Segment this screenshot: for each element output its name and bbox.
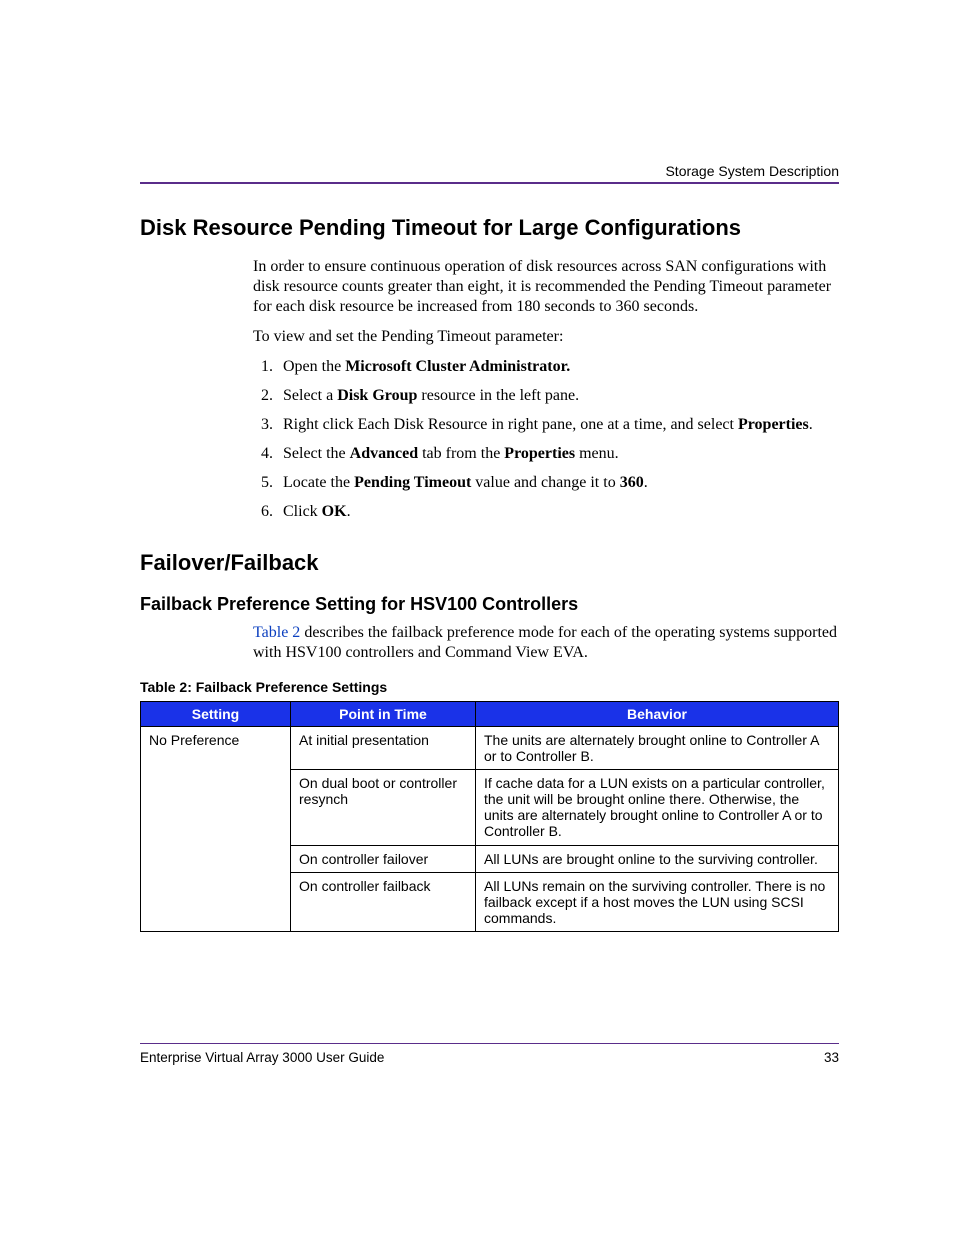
col-behavior: Behavior bbox=[476, 702, 839, 727]
failback-preference-table: Setting Point in Time Behavior No Prefer… bbox=[140, 701, 839, 932]
page-number: 33 bbox=[824, 1050, 839, 1065]
table-caption: Table 2: Failback Preference Settings bbox=[140, 679, 839, 695]
footer: Enterprise Virtual Array 3000 User Guide… bbox=[140, 1050, 839, 1065]
intro-paragraph: In order to ensure continuous operation … bbox=[253, 257, 839, 317]
step-4: Select the Advanced tab from the Propert… bbox=[277, 444, 839, 464]
col-setting: Setting bbox=[141, 702, 291, 727]
cell-behavior: All LUNs are brought online to the survi… bbox=[476, 845, 839, 872]
section-heading-disk-resource: Disk Resource Pending Timeout for Large … bbox=[140, 215, 839, 241]
cell-behavior: The units are alternately brought online… bbox=[476, 727, 839, 770]
cell-behavior: If cache data for a LUN exists on a part… bbox=[476, 770, 839, 845]
step-1: Open the Microsoft Cluster Administrator… bbox=[277, 357, 839, 377]
step-2: Select a Disk Group resource in the left… bbox=[277, 386, 839, 406]
step-6: Click OK. bbox=[277, 502, 839, 522]
table-row: No Preference At initial presentation Th… bbox=[141, 727, 839, 770]
cell-setting: No Preference bbox=[141, 727, 291, 932]
step-5: Locate the Pending Timeout value and cha… bbox=[277, 473, 839, 493]
section2-body: Table 2 describes the failback preferenc… bbox=[253, 623, 839, 663]
content-area: Disk Resource Pending Timeout for Large … bbox=[140, 215, 839, 932]
page: Storage System Description Disk Resource… bbox=[0, 0, 954, 1235]
footer-title: Enterprise Virtual Array 3000 User Guide bbox=[140, 1050, 384, 1065]
cell-behavior: All LUNs remain on the surviving control… bbox=[476, 872, 839, 931]
subsection-heading-failback-pref: Failback Preference Setting for HSV100 C… bbox=[140, 594, 839, 615]
header-section-label: Storage System Description bbox=[665, 163, 839, 179]
step-3: Right click Each Disk Resource in right … bbox=[277, 415, 839, 435]
table-intro-paragraph: Table 2 describes the failback preferenc… bbox=[253, 623, 839, 663]
table-2-link[interactable]: Table 2 bbox=[253, 624, 300, 641]
col-point-in-time: Point in Time bbox=[291, 702, 476, 727]
cell-point: On controller failback bbox=[291, 872, 476, 931]
section1-body: In order to ensure continuous operation … bbox=[253, 257, 839, 522]
cell-point: On controller failover bbox=[291, 845, 476, 872]
cell-point: At initial presentation bbox=[291, 727, 476, 770]
cell-point: On dual boot or controller resynch bbox=[291, 770, 476, 845]
steps-list: Open the Microsoft Cluster Administrator… bbox=[253, 357, 839, 522]
header-rule bbox=[140, 182, 839, 184]
lead-in-paragraph: To view and set the Pending Timeout para… bbox=[253, 327, 839, 347]
table-header-row: Setting Point in Time Behavior bbox=[141, 702, 839, 727]
footer-rule bbox=[140, 1043, 839, 1044]
section-heading-failover: Failover/Failback bbox=[140, 550, 839, 576]
